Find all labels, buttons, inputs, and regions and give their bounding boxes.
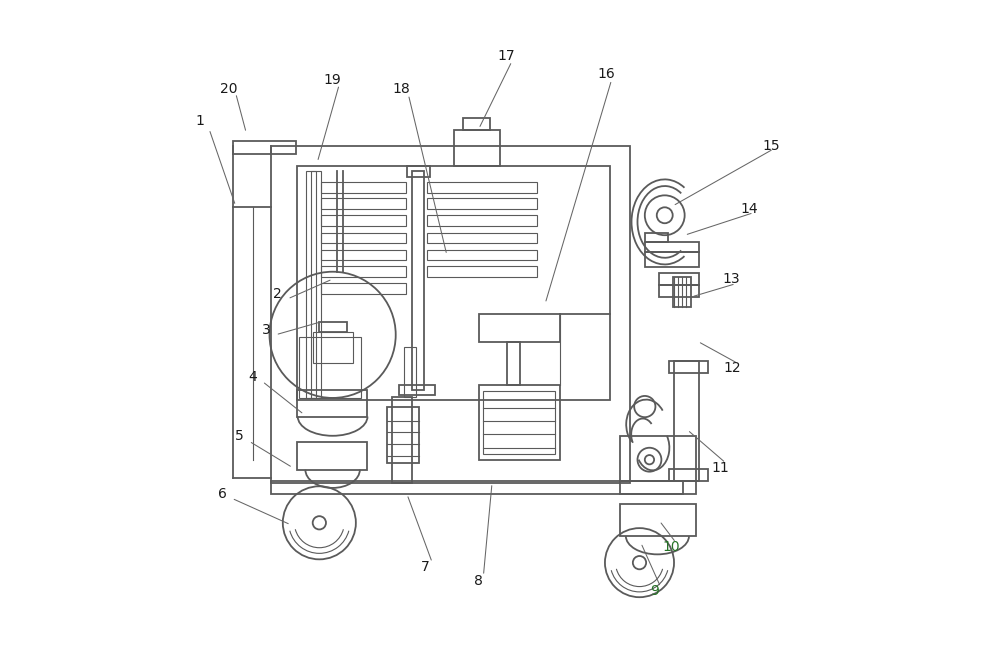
Bar: [669, 469, 708, 481]
Text: 2: 2: [273, 287, 282, 301]
Bar: [483, 392, 555, 454]
Bar: [297, 442, 367, 470]
Text: 4: 4: [249, 370, 257, 384]
Bar: [321, 182, 406, 193]
Bar: [507, 342, 520, 386]
Bar: [427, 250, 537, 260]
Bar: [620, 481, 696, 494]
Bar: [407, 166, 430, 177]
Bar: [454, 129, 500, 166]
Bar: [299, 337, 361, 398]
Bar: [319, 321, 347, 332]
Bar: [399, 385, 435, 395]
Bar: [306, 171, 321, 398]
Text: 6: 6: [218, 487, 227, 501]
Bar: [645, 242, 699, 253]
Bar: [321, 198, 406, 209]
Text: 14: 14: [741, 201, 759, 215]
Bar: [669, 362, 708, 374]
Bar: [427, 233, 537, 243]
Bar: [412, 171, 424, 390]
Text: 13: 13: [722, 272, 740, 286]
Text: 8: 8: [474, 574, 483, 588]
Bar: [321, 250, 406, 260]
Bar: [233, 141, 296, 154]
Bar: [321, 266, 406, 277]
Bar: [645, 233, 668, 242]
Text: 7: 7: [421, 560, 430, 574]
Bar: [271, 481, 683, 494]
Bar: [387, 407, 419, 463]
Bar: [404, 347, 416, 397]
Text: 20: 20: [220, 82, 238, 96]
Text: 11: 11: [712, 461, 729, 475]
Text: 9: 9: [650, 584, 659, 598]
Bar: [321, 215, 406, 226]
Text: 1: 1: [195, 114, 204, 128]
Bar: [297, 390, 367, 416]
Text: 10: 10: [663, 540, 680, 554]
Bar: [659, 273, 699, 285]
Text: 15: 15: [762, 139, 780, 153]
Bar: [311, 171, 316, 398]
Bar: [674, 362, 699, 481]
Bar: [673, 277, 691, 307]
Bar: [427, 215, 537, 226]
Text: 5: 5: [235, 430, 244, 444]
Bar: [427, 266, 537, 277]
Bar: [659, 285, 699, 297]
Bar: [427, 198, 537, 209]
Bar: [321, 283, 406, 293]
Bar: [463, 117, 490, 129]
Bar: [297, 166, 610, 400]
Bar: [645, 253, 699, 267]
Bar: [271, 146, 630, 483]
Bar: [479, 386, 560, 460]
Text: 17: 17: [498, 49, 515, 63]
Bar: [321, 233, 406, 243]
Text: 18: 18: [393, 82, 411, 96]
Bar: [479, 314, 560, 342]
Text: 3: 3: [262, 323, 271, 338]
Bar: [620, 504, 696, 536]
Bar: [427, 182, 537, 193]
Bar: [392, 397, 412, 483]
Bar: [313, 331, 353, 364]
Text: 16: 16: [597, 67, 615, 81]
Text: 12: 12: [724, 361, 741, 375]
Text: 19: 19: [324, 73, 341, 87]
Bar: [620, 436, 696, 481]
